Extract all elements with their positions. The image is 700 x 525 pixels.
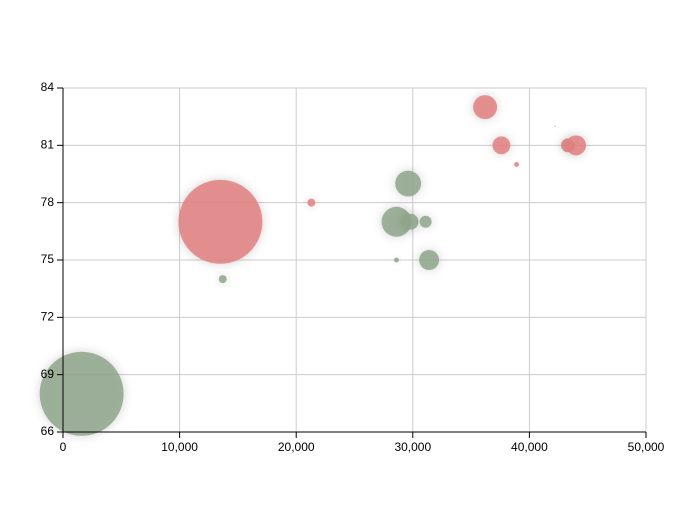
x-tick-label: 0 bbox=[60, 440, 67, 454]
y-tick-label: 66 bbox=[41, 424, 55, 438]
x-tick-label: 30,000 bbox=[394, 440, 431, 454]
y-tick-label: 75 bbox=[41, 252, 55, 266]
bubble bbox=[473, 95, 498, 120]
y-tick-label: 81 bbox=[41, 138, 55, 152]
bubble bbox=[514, 161, 520, 167]
bubble bbox=[307, 198, 316, 207]
y-tick-label: 69 bbox=[41, 367, 55, 381]
bubble bbox=[381, 206, 412, 237]
grid bbox=[62, 87, 647, 433]
axes: 0 10,000 20,000 30,000 40,000 50,000 66 69 72 75 7… bbox=[41, 80, 665, 454]
bubble bbox=[419, 215, 432, 228]
x-tick-label: 10,000 bbox=[161, 440, 198, 454]
x-tick-label: 20,000 bbox=[278, 440, 315, 454]
y-tick-label: 84 bbox=[41, 80, 55, 94]
y-tick-label: 72 bbox=[41, 310, 55, 324]
bubble bbox=[419, 250, 440, 270]
bubble bbox=[218, 275, 227, 284]
y-tick-label: 78 bbox=[41, 195, 55, 209]
bubble bbox=[394, 257, 399, 263]
bubble bbox=[554, 125, 556, 127]
bubble bbox=[402, 213, 419, 230]
bubble bbox=[395, 170, 422, 197]
bubble bbox=[566, 135, 587, 156]
bubble bbox=[178, 179, 263, 264]
x-tick-label: 40,000 bbox=[511, 440, 548, 454]
bubble bbox=[492, 136, 511, 155]
bubble bbox=[39, 351, 124, 436]
x-tick-label: 50,000 bbox=[628, 440, 665, 454]
bubbles bbox=[39, 95, 587, 436]
